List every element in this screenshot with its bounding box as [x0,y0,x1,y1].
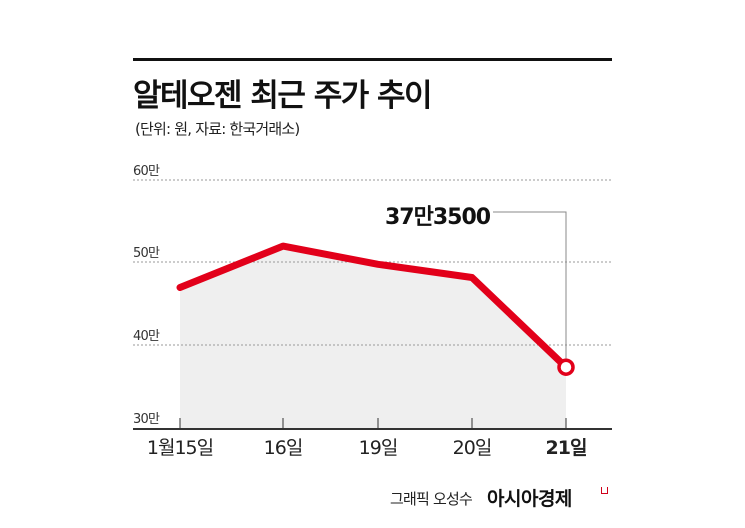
price-line [176,242,570,371]
top-rule [133,58,612,61]
x-tick-label-4: 21일 [545,437,588,459]
y-tick-60: 60만 [133,164,160,179]
area-fill [180,246,566,429]
x-tick-label-3: 20일 [452,437,493,459]
y-tick-50: 50만 [133,246,160,261]
x-tick-label-2: 19일 [358,437,399,459]
graphic-credit: 그래픽 오성수 [390,490,473,508]
y-tick-40: 40만 [133,329,160,344]
chart-title: 알테오젠 최근 주가 추이 [133,78,433,114]
last-point-marker [557,358,575,376]
brand-logo: 아시아경제 [487,488,572,510]
callout-leader-line [493,211,567,362]
x-tick-label-1: 16일 [263,437,304,459]
y-tick-30: 30만 [133,412,160,427]
brand-mark-icon [601,487,608,494]
x-tick-label-0: 1월15일 [146,437,214,459]
x-ticks [179,418,567,429]
last-price-callout: 37만3500 [385,205,491,230]
chart-subtitle: (단위: 원, 자료: 한국거래소) [135,120,300,138]
